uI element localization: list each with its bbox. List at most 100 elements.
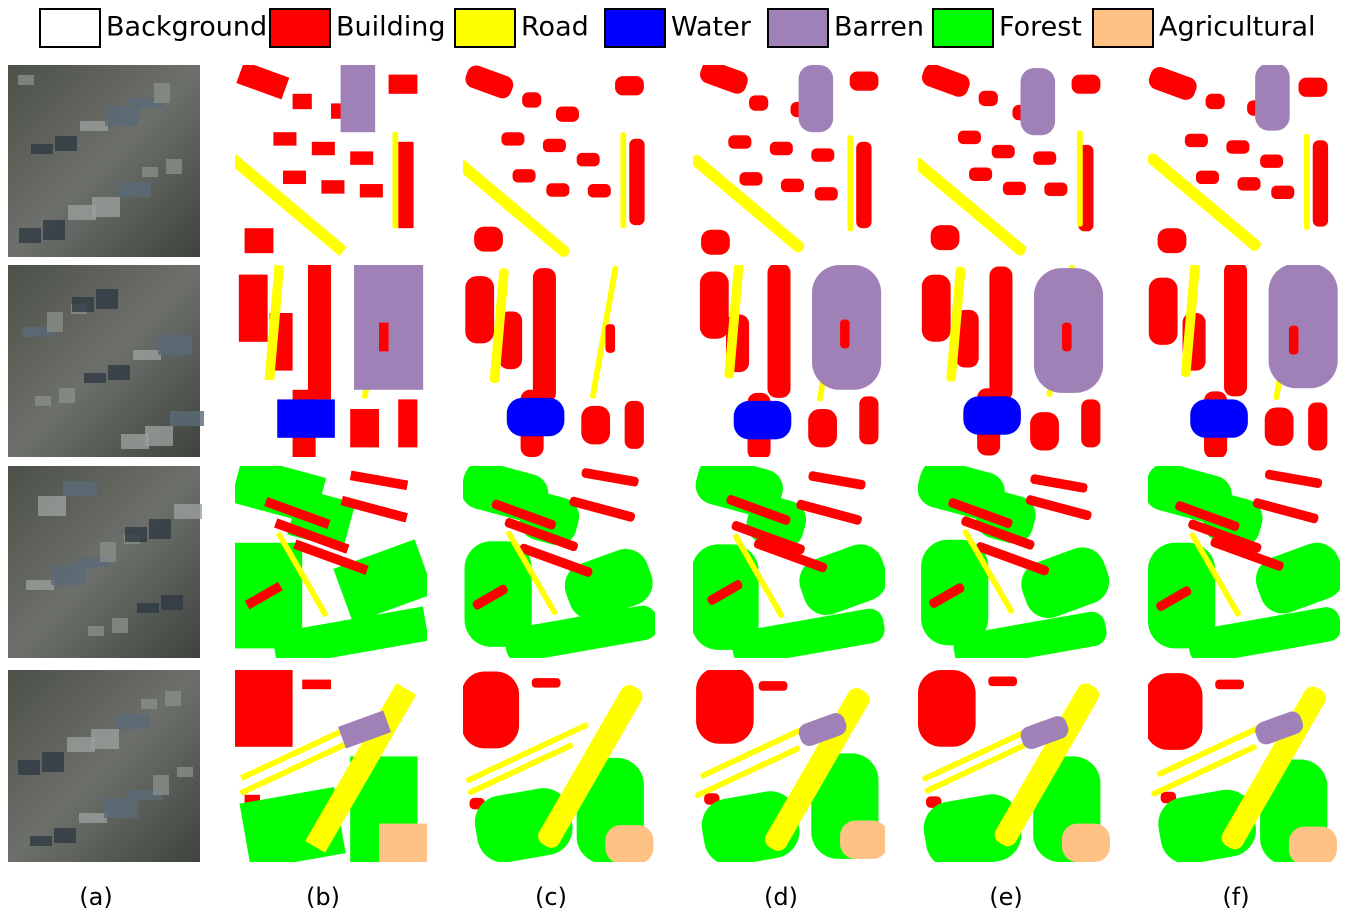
- region: [734, 401, 792, 439]
- photo-detail: [72, 297, 94, 312]
- region: [321, 180, 344, 193]
- region: [1158, 228, 1187, 253]
- region: [379, 824, 427, 862]
- region: [1077, 131, 1083, 227]
- legend-swatch: [270, 9, 330, 47]
- region: [781, 179, 804, 192]
- photo-detail: [153, 775, 169, 795]
- photo-detail: [26, 580, 54, 590]
- region: [749, 95, 768, 110]
- legend-swatch: [455, 9, 515, 47]
- region: [620, 132, 626, 228]
- region: [308, 265, 331, 399]
- region: [625, 401, 644, 449]
- region: [969, 168, 992, 181]
- photo-detail: [170, 411, 204, 426]
- photo-detail: [47, 312, 63, 332]
- region: [235, 670, 293, 747]
- region: [1145, 673, 1203, 750]
- region: [922, 275, 951, 342]
- legend-label: Road: [521, 12, 589, 43]
- region: [1299, 78, 1328, 97]
- photo-detail: [108, 365, 130, 380]
- region: [963, 396, 1021, 434]
- region: [1021, 68, 1056, 135]
- region: [398, 142, 413, 228]
- region: [239, 275, 268, 342]
- region: [350, 409, 379, 447]
- photo-detail: [161, 595, 183, 610]
- region: [1206, 94, 1225, 109]
- photo-detail: [149, 519, 171, 539]
- region: [546, 183, 569, 196]
- region: [1289, 827, 1337, 865]
- region: [931, 225, 960, 250]
- region: [1044, 183, 1067, 196]
- panels: [8, 58, 1346, 873]
- region: [533, 268, 556, 402]
- photo-detail: [42, 752, 64, 772]
- photo-detail: [55, 136, 77, 151]
- photo-detail: [141, 699, 157, 709]
- region: [577, 153, 600, 166]
- region: [302, 680, 331, 690]
- region: [629, 139, 644, 225]
- region: [992, 145, 1015, 158]
- region: [1224, 262, 1247, 396]
- region: [507, 398, 565, 436]
- photo-detail: [31, 144, 53, 154]
- region: [615, 76, 644, 95]
- region: [360, 184, 383, 197]
- photo-detail: [91, 729, 119, 749]
- region: [1072, 75, 1101, 94]
- region: [808, 409, 837, 447]
- photo-detail: [92, 197, 120, 217]
- column-label: (a): [79, 883, 112, 911]
- photo-detail: [158, 335, 192, 355]
- photo-detail: [63, 481, 97, 496]
- region: [701, 230, 730, 255]
- region: [465, 276, 494, 343]
- region: [543, 139, 566, 152]
- region: [392, 132, 398, 228]
- photo-detail: [79, 813, 107, 823]
- region: [379, 323, 389, 352]
- photo-detail: [54, 828, 76, 843]
- photo-detail: [125, 527, 147, 542]
- region: [532, 678, 561, 688]
- region: [850, 72, 879, 91]
- region: [1081, 399, 1100, 447]
- region: [312, 142, 335, 155]
- legend-label: Barren: [834, 12, 924, 43]
- photo-detail: [80, 121, 108, 131]
- region: [1304, 134, 1310, 230]
- column-label: (c): [535, 883, 567, 911]
- column-label: (e): [989, 883, 1023, 911]
- region: [1196, 171, 1219, 184]
- region: [989, 267, 1012, 401]
- photo-detail: [177, 767, 193, 777]
- column-labels: (a)(b)(c)(d)(e)(f): [79, 883, 1249, 911]
- region: [759, 681, 788, 691]
- region: [501, 132, 524, 145]
- region: [811, 148, 834, 161]
- region: [273, 132, 296, 145]
- legend-swatch: [605, 9, 665, 47]
- region: [1190, 399, 1248, 437]
- region: [918, 670, 976, 747]
- region: [1289, 326, 1299, 355]
- region: [770, 142, 793, 155]
- region: [840, 821, 888, 859]
- region: [461, 672, 519, 749]
- legend-label: Water: [671, 12, 752, 43]
- photo-detail: [68, 205, 96, 220]
- photo-detail: [116, 714, 150, 729]
- photo-detail: [154, 83, 170, 103]
- region: [389, 75, 418, 94]
- column-label: (d): [764, 883, 798, 911]
- region: [1265, 407, 1294, 445]
- region: [1271, 186, 1294, 199]
- region: [588, 184, 611, 197]
- region: [522, 92, 541, 107]
